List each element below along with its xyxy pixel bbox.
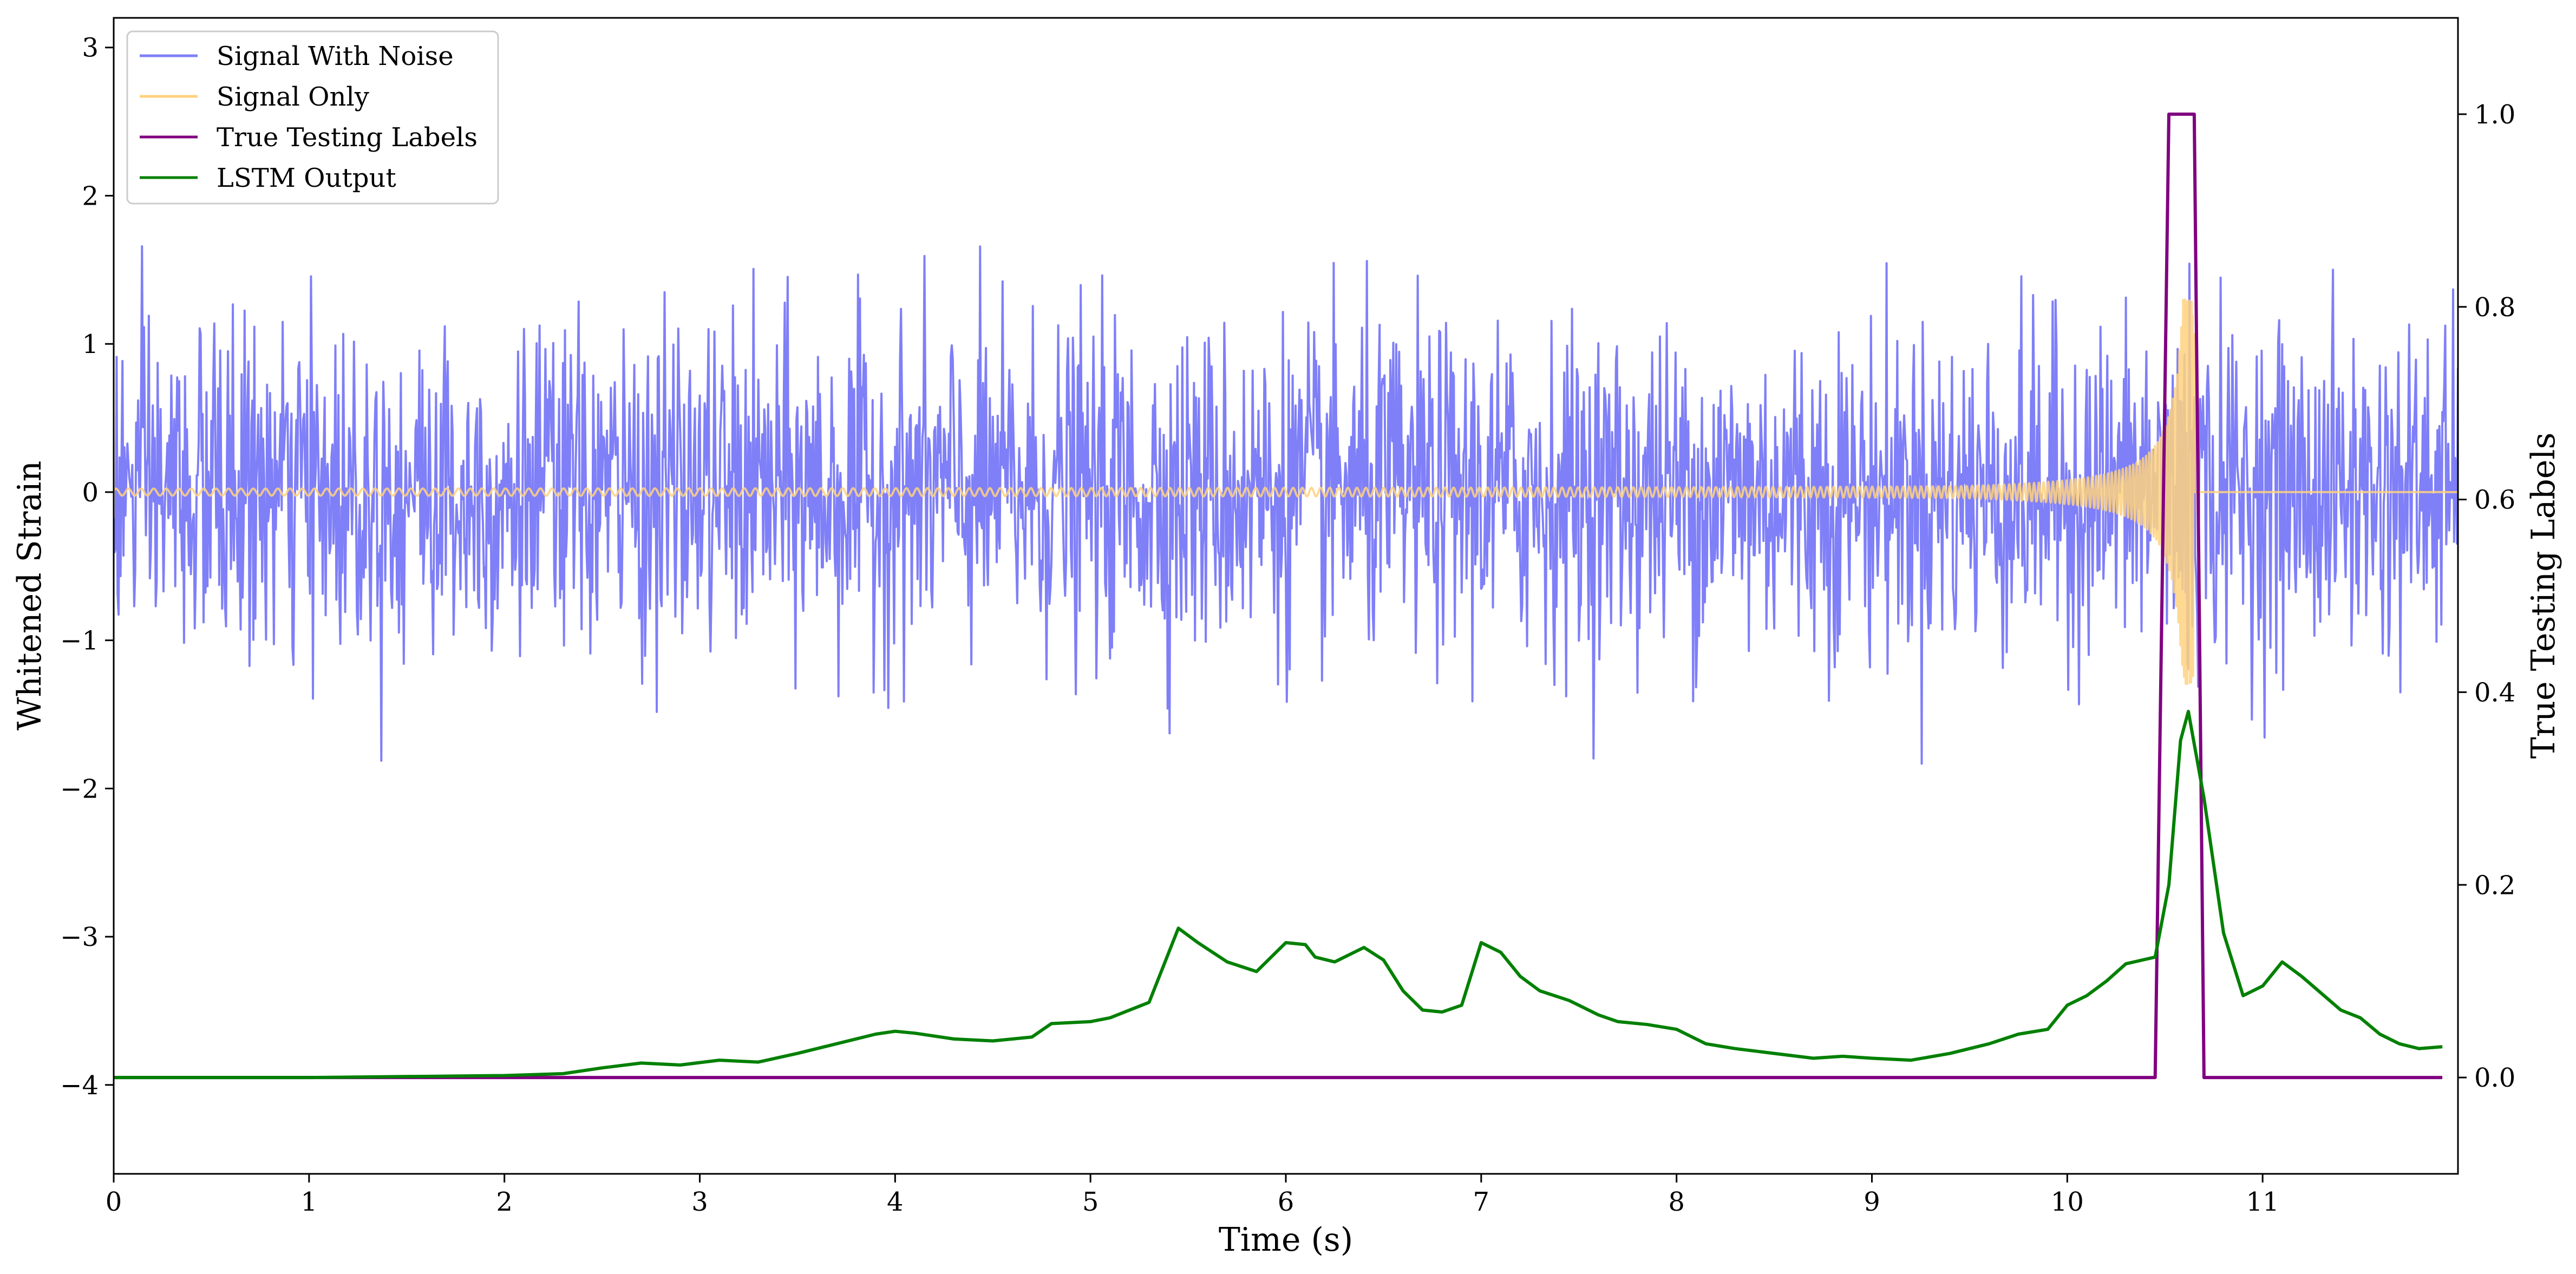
x-tick-label: 4 <box>887 1187 904 1217</box>
y-tick-label: 3 <box>82 33 99 63</box>
y-tick-label: 1 <box>82 329 99 360</box>
y-tick-label: −2 <box>60 774 99 804</box>
x-axis-label: Time (s) <box>1219 1221 1353 1259</box>
legend: Signal With Noise Signal Only True Testi… <box>126 30 499 205</box>
plot-area <box>114 112 2458 1080</box>
legend-label-signal-with-noise: Signal With Noise <box>217 41 454 71</box>
y2-tick-label: 0.4 <box>2474 677 2515 708</box>
y2-tick-label: 0.2 <box>2474 870 2515 900</box>
y-tick-label: −1 <box>60 626 99 656</box>
legend-box <box>126 30 499 205</box>
series-signal-with-noise <box>114 245 2458 765</box>
x-tick-label: 6 <box>1278 1187 1294 1217</box>
y-axis-right: 0.0 0.2 0.4 0.6 0.8 1.0 <box>2458 100 2515 1093</box>
x-tick-label: 3 <box>691 1187 708 1217</box>
x-tick-label: 1 <box>301 1187 318 1217</box>
y-axis-label: Whitened Strain <box>11 461 49 730</box>
x-tick-label: 8 <box>1668 1187 1685 1217</box>
x-tick-label: 5 <box>1082 1187 1099 1217</box>
series-true-testing-labels <box>114 112 2443 1080</box>
x-axis: 0 1 2 3 4 5 6 7 8 9 10 11 <box>106 1174 2279 1217</box>
y2-tick-label: 1.0 <box>2474 100 2515 130</box>
y-tick-label: −4 <box>60 1070 99 1101</box>
legend-label-true-testing-labels: True Testing Labels <box>217 122 478 153</box>
x-tick-label: 9 <box>1864 1187 1880 1217</box>
series-signal-only <box>114 298 2458 685</box>
x-tick-label: 7 <box>1473 1187 1490 1217</box>
x-tick-label: 2 <box>496 1187 513 1217</box>
legend-label-lstm-output: LSTM Output <box>217 163 396 193</box>
legend-label-signal-only: Signal Only <box>217 82 369 112</box>
y2-tick-label: 0.6 <box>2474 485 2515 515</box>
y2-tick-label: 0.8 <box>2474 292 2515 323</box>
series-lstm-output <box>114 710 2443 1080</box>
y-tick-label: 0 <box>82 478 99 508</box>
y-tick-label: 2 <box>82 181 99 211</box>
y2-axis-label: True Testing Labels <box>2525 433 2562 759</box>
y-tick-label: −3 <box>60 922 99 952</box>
y-axis-left: −4 −3 −2 −1 0 1 2 3 <box>60 33 114 1101</box>
x-tick-label: 11 <box>2246 1187 2279 1217</box>
x-tick-label: 0 <box>106 1187 122 1217</box>
y2-tick-label: 0.0 <box>2474 1063 2515 1093</box>
x-tick-label: 10 <box>2051 1187 2084 1217</box>
